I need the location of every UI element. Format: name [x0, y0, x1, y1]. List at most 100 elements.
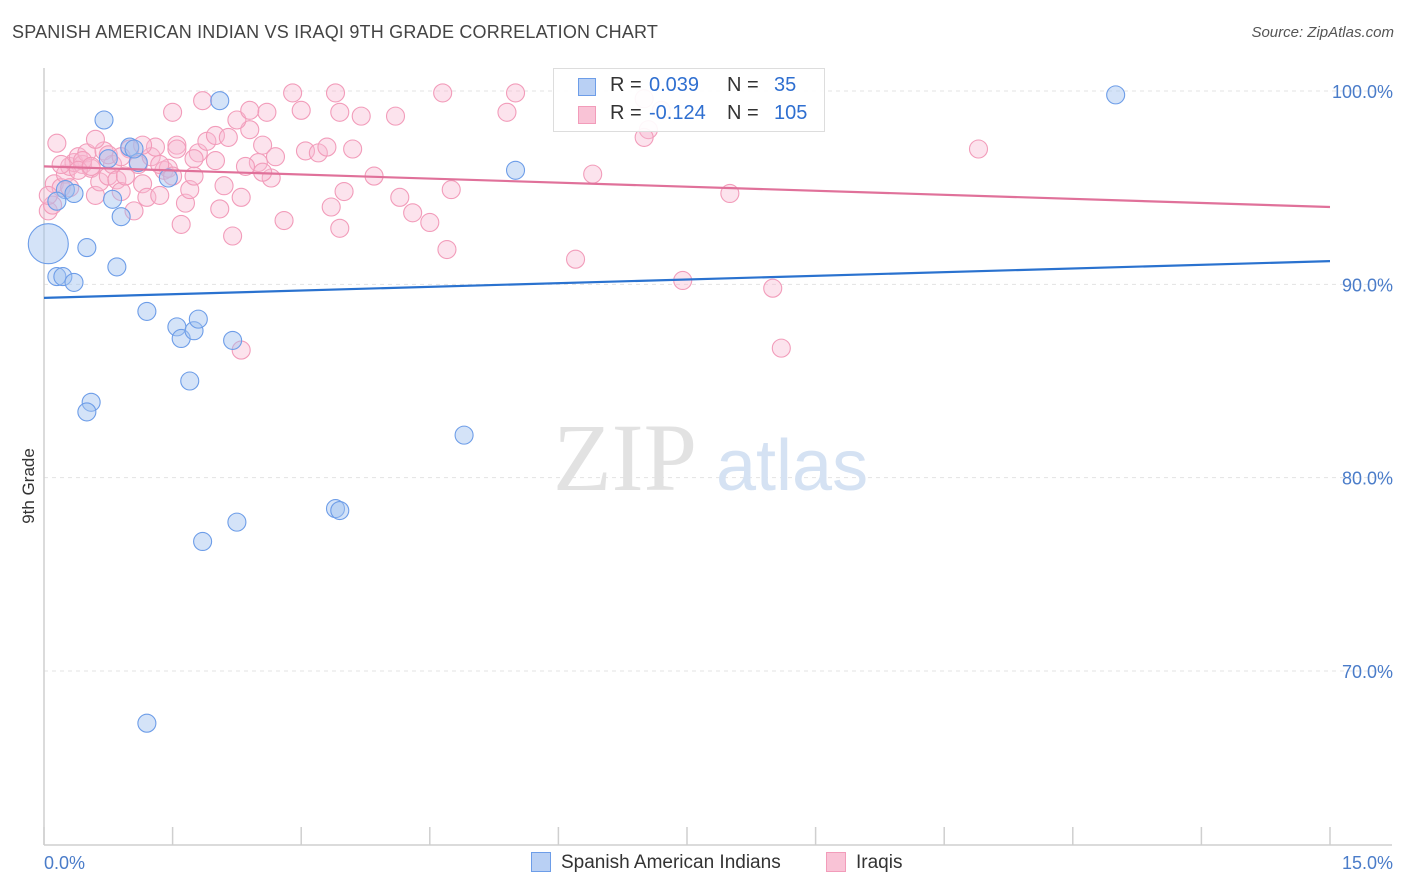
iraqis-point	[265, 147, 286, 167]
iraqis-point	[351, 106, 371, 126]
y-tick-label: 70.0%	[1342, 662, 1393, 682]
y-tick-label: 90.0%	[1342, 275, 1393, 295]
spanish-american-indians-point	[64, 183, 84, 204]
iraqis-point	[205, 151, 226, 171]
tick-labels: 70.0% 80.0% 90.0% 100.0% 0.0% 15.0%	[44, 82, 1393, 873]
axes	[43, 68, 1392, 846]
iraqis-point	[171, 214, 191, 234]
iraqis-point	[437, 239, 457, 260]
spanish-american-indians-point	[193, 531, 213, 552]
source-label: Source: ZipAtlas.com	[1251, 24, 1394, 41]
y-axis-label: 9th Grade	[19, 448, 38, 524]
spanish-american-indians-point	[103, 189, 123, 209]
legend-label: Spanish American Indians	[561, 852, 781, 873]
x-tick-label: 15.0%	[1342, 853, 1393, 873]
iraqis-point	[403, 203, 423, 223]
legend-r-label: R =	[610, 102, 642, 124]
spanish-american-indians-trend-line	[43, 260, 1331, 299]
spanish-american-indians-point	[137, 301, 157, 321]
iraqis-point	[68, 160, 88, 180]
iraqis-point	[115, 166, 135, 186]
spanish-american-indians-points	[27, 85, 1126, 733]
spanish-american-indians-point	[210, 91, 230, 111]
spanish-american-indians-point	[98, 149, 118, 169]
iraqis-point	[497, 102, 517, 122]
spanish-american-indians-point	[47, 267, 67, 287]
spanish-american-indians-point	[184, 321, 204, 341]
iraqis-point	[184, 149, 204, 169]
iraqis-point	[385, 106, 406, 126]
spanish-american-indians-point	[227, 512, 247, 532]
watermark: ZIP atlas	[553, 404, 868, 511]
iraqis-point	[968, 139, 989, 159]
spanish-american-indians-point	[505, 160, 526, 180]
iraqis-point	[253, 135, 273, 155]
iraqis-point	[240, 120, 260, 140]
iraqis-point	[763, 278, 783, 298]
iraqis-points	[38, 83, 989, 360]
iraqis-point	[334, 181, 354, 202]
legend-swatch-pink	[578, 106, 596, 124]
iraqis-point	[227, 110, 247, 130]
iraqis-point	[390, 187, 410, 207]
iraqis-point	[163, 102, 183, 122]
y-tick-label: 80.0%	[1342, 469, 1393, 489]
legend-swatch-blue	[531, 852, 551, 872]
spanish-american-indians-point	[454, 425, 474, 445]
legend-n-label: N =	[727, 102, 759, 124]
iraqis-point	[193, 91, 213, 111]
iraqis-point	[214, 176, 234, 196]
spanish-american-indians-point	[124, 139, 144, 159]
spanish-american-indians-point	[27, 223, 69, 265]
iraqis-point	[565, 249, 586, 269]
spanish-american-indians-point	[47, 191, 67, 211]
spanish-american-indians-point	[111, 207, 131, 227]
iraqis-point	[235, 156, 256, 176]
trend-lines	[43, 165, 1331, 299]
legend-n-value: 105	[774, 102, 808, 124]
watermark-zip: ZIP	[553, 404, 697, 511]
spanish-american-indians-point	[180, 371, 200, 391]
spanish-american-indians-point	[81, 392, 101, 412]
spanish-american-indians-point	[223, 330, 243, 350]
spanish-american-indians-point	[53, 267, 73, 287]
iraqis-point	[441, 180, 461, 200]
spanish-american-indians-point	[1106, 85, 1126, 105]
iraqis-point	[321, 197, 341, 217]
iraqis-point	[184, 166, 204, 186]
iraqis-point	[420, 212, 440, 233]
legend-swatch-blue	[578, 78, 596, 96]
legend-swatch-pink	[826, 852, 846, 872]
iraqis-point	[218, 127, 238, 147]
legend-item-iraqis[interactable]: Iraqis	[826, 852, 902, 874]
iraqis-point	[771, 338, 791, 358]
spanish-american-indians-point	[330, 500, 350, 521]
chart-title: SPANISH AMERICAN INDIAN VS IRAQI 9TH GRA…	[12, 22, 659, 42]
iraqis-point	[330, 218, 350, 238]
spanish-american-indians-point	[77, 402, 97, 422]
iraqis-trend-line	[43, 165, 1331, 209]
legend-r-value: -0.124	[649, 102, 706, 124]
iraqis-point	[283, 83, 303, 103]
legend-label: Iraqis	[856, 852, 903, 873]
stats-legend: R = 0.039 N = 35 R = -0.124 N = 105	[553, 68, 825, 132]
iraqis-point	[505, 83, 526, 103]
spanish-american-indians-point	[188, 309, 208, 329]
iraqis-point	[210, 199, 230, 219]
grid-lines	[44, 90, 1390, 672]
iraqis-point	[167, 139, 187, 159]
iraqis-point	[291, 100, 311, 120]
legend-item-spanish-american-indians[interactable]: Spanish American Indians	[531, 852, 781, 874]
spanish-american-indians-point	[137, 713, 157, 733]
iraqis-point	[274, 210, 294, 231]
iraqis-point	[240, 100, 260, 120]
iraqis-point	[583, 164, 603, 184]
iraqis-point	[317, 137, 337, 157]
spanish-american-indians-point	[64, 272, 84, 292]
spanish-american-indians-point	[107, 257, 127, 277]
iraqis-point	[81, 156, 101, 176]
iraqis-point	[85, 129, 105, 149]
spanish-american-indians-point	[94, 110, 114, 130]
watermark-atlas: atlas	[716, 426, 868, 506]
